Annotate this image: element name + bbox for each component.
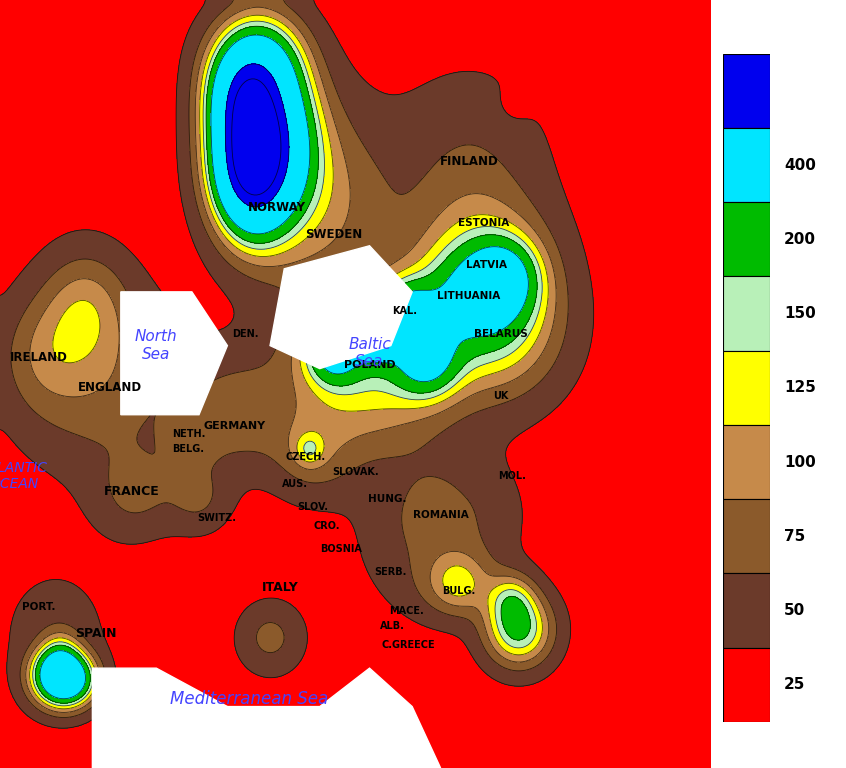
Text: BELARUS: BELARUS bbox=[474, 329, 528, 339]
Text: ROMANIA: ROMANIA bbox=[413, 509, 469, 520]
Text: 400: 400 bbox=[783, 157, 816, 173]
Text: 50: 50 bbox=[783, 603, 805, 618]
Text: CRO.: CRO. bbox=[314, 521, 340, 531]
Text: CZECH.: CZECH. bbox=[285, 452, 326, 462]
Text: SWEDEN: SWEDEN bbox=[305, 228, 363, 240]
Text: SERB.: SERB. bbox=[375, 567, 407, 578]
Text: NETH.: NETH. bbox=[172, 429, 205, 439]
Bar bbox=[723, 276, 770, 351]
Polygon shape bbox=[92, 668, 270, 768]
Text: FRANCE: FRANCE bbox=[103, 485, 159, 498]
Text: GERMANY: GERMANY bbox=[203, 421, 266, 432]
Polygon shape bbox=[121, 292, 228, 415]
Polygon shape bbox=[157, 668, 441, 768]
Text: Baltic
Sea: Baltic Sea bbox=[349, 337, 391, 369]
Text: BOSNIA: BOSNIA bbox=[320, 544, 362, 554]
Text: 200: 200 bbox=[783, 232, 816, 247]
Text: NORWAY: NORWAY bbox=[248, 201, 306, 214]
Text: SLOV.: SLOV. bbox=[297, 502, 328, 512]
Text: DEN.: DEN. bbox=[232, 329, 258, 339]
Text: ITALY: ITALY bbox=[262, 581, 299, 594]
Bar bbox=[723, 574, 770, 647]
Text: UK: UK bbox=[493, 390, 508, 401]
Text: Mediterranean Sea: Mediterranean Sea bbox=[169, 690, 328, 708]
Text: C.GREECE: C.GREECE bbox=[382, 640, 436, 650]
Text: North
Sea: North Sea bbox=[135, 329, 178, 362]
Text: ESTONIA: ESTONIA bbox=[458, 217, 508, 228]
Text: ENGLAND: ENGLAND bbox=[78, 382, 142, 394]
Polygon shape bbox=[270, 246, 412, 369]
Text: BULG.: BULG. bbox=[442, 586, 475, 597]
Text: LATVIA: LATVIA bbox=[466, 260, 508, 270]
Text: MOL.: MOL. bbox=[497, 471, 525, 482]
Text: FINLAND: FINLAND bbox=[440, 155, 498, 167]
Text: KAL.: KAL. bbox=[393, 306, 418, 316]
Bar bbox=[723, 499, 770, 574]
Text: SWITZ.: SWITZ. bbox=[197, 513, 236, 524]
Text: HUNG.: HUNG. bbox=[368, 494, 407, 505]
Bar bbox=[723, 351, 770, 425]
Bar bbox=[723, 425, 770, 499]
Text: 125: 125 bbox=[783, 380, 816, 396]
Text: LITHUANIA: LITHUANIA bbox=[437, 290, 501, 301]
Text: BELG.: BELG. bbox=[173, 444, 205, 455]
Text: SPAIN: SPAIN bbox=[75, 627, 117, 640]
Text: POLAND: POLAND bbox=[343, 359, 395, 370]
Text: ATLANTIC
OCEAN: ATLANTIC OCEAN bbox=[0, 461, 47, 492]
Text: MACE.: MACE. bbox=[389, 605, 424, 616]
Text: ALB.: ALB. bbox=[380, 621, 404, 631]
Text: IRELAND: IRELAND bbox=[10, 351, 68, 363]
Bar bbox=[723, 54, 770, 128]
Bar bbox=[723, 202, 770, 276]
Text: AUS.: AUS. bbox=[282, 478, 308, 489]
Bar bbox=[723, 647, 770, 722]
Text: SLOVAK.: SLOVAK. bbox=[332, 467, 379, 478]
Text: 75: 75 bbox=[783, 529, 805, 544]
Text: 100: 100 bbox=[783, 455, 816, 469]
Text: PORT.: PORT. bbox=[22, 601, 56, 612]
Bar bbox=[723, 128, 770, 202]
Text: 25: 25 bbox=[783, 677, 805, 692]
Text: 150: 150 bbox=[783, 306, 816, 321]
